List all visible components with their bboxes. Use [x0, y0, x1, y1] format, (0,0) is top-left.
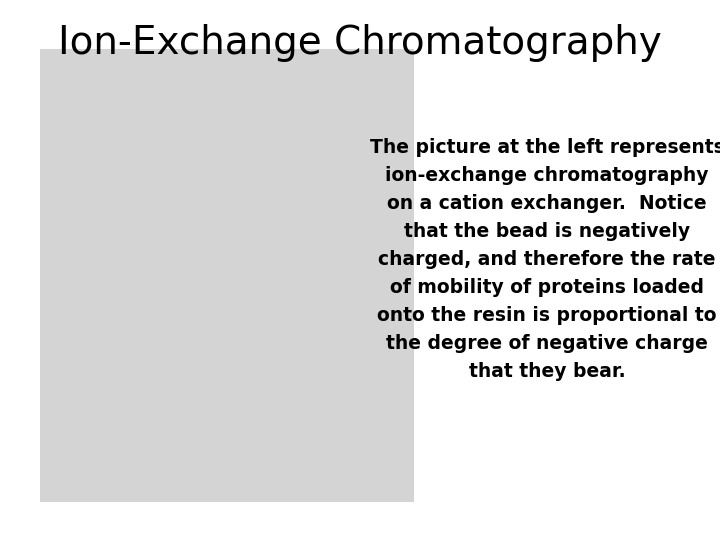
Text: Ion-Exchange Chromatography: Ion-Exchange Chromatography: [58, 24, 662, 62]
Text: The picture at the left represents
ion-exchange chromatography
on a cation excha: The picture at the left represents ion-e…: [370, 138, 720, 381]
FancyBboxPatch shape: [40, 49, 414, 502]
